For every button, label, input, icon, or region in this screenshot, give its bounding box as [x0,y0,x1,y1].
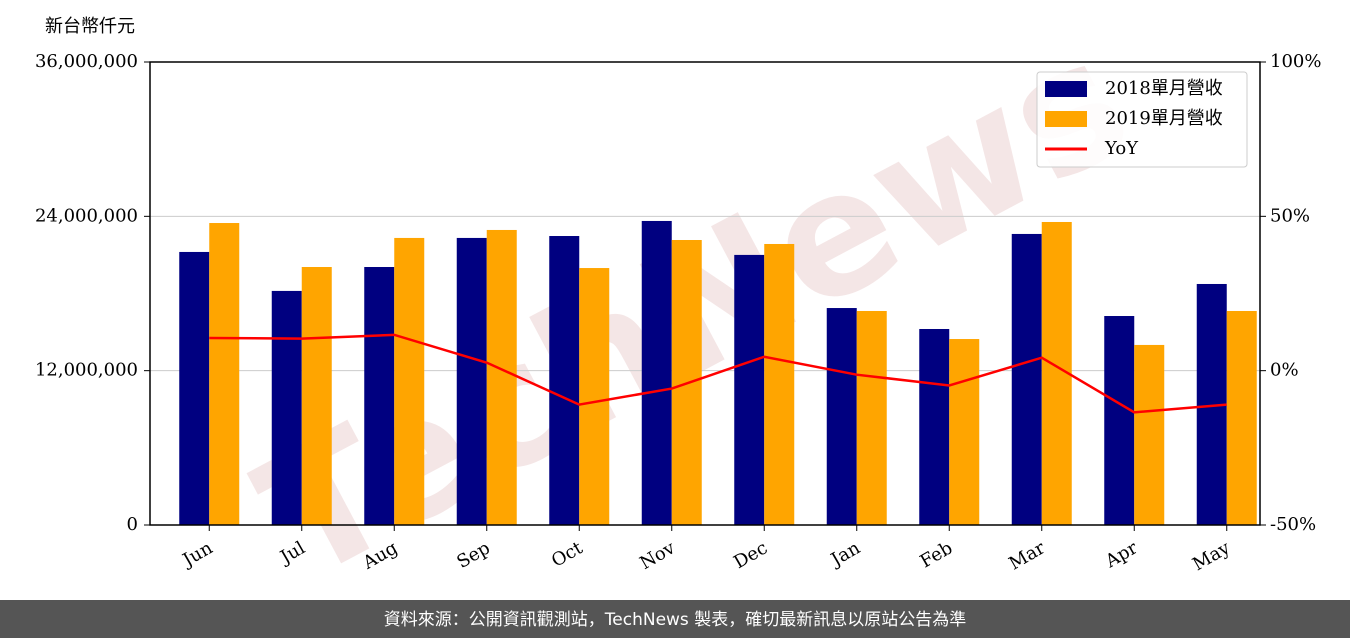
y2-tick-label: -50% [1270,514,1316,535]
bar [856,310,887,525]
x-tick-label: May [1189,537,1234,575]
legend-swatch [1045,81,1087,97]
legend-label: 2018單月營收 [1105,78,1223,99]
bar [301,267,332,525]
x-tick-label: Oct [548,537,587,572]
legend-box [1036,71,1248,168]
bar [579,268,610,525]
bar [209,223,240,525]
bar [486,229,517,525]
x-tick-label: Mar [1006,537,1050,574]
x-tick-label: Nov [636,537,679,574]
bar [271,290,302,525]
y2-tick-label: 0% [1270,360,1299,381]
footer-bar [0,600,1350,638]
bar [734,254,765,525]
bar [1104,316,1135,525]
x-tick-label: Apr [1101,537,1141,572]
bar [364,267,395,525]
y2-tick-label: 50% [1270,205,1310,226]
bar [919,328,950,525]
x-tick-label: Feb [917,537,957,572]
bar [456,237,487,525]
y2-tick-label: 100% [1270,51,1321,72]
bar [949,339,980,525]
y-tick-label: 24,000,000 [35,205,138,226]
footer-text: 資料來源：公開資訊觀測站，TechNews 製表，確切最新訊息以原站公告為準 [384,610,966,630]
bar [641,220,672,526]
bar [549,236,580,525]
y-tick-label: 12,000,000 [35,360,138,381]
y-axis-title: 新台幣仟元 [45,16,135,37]
bar [1011,233,1042,525]
legend-swatch [1045,111,1087,127]
bar [394,237,425,525]
y-tick-label: 0 [127,514,138,535]
x-tick-label: Jun [178,537,217,572]
bar [826,308,857,525]
line [209,333,1227,414]
x-tick-label: Dec [730,537,771,573]
bar [179,251,210,525]
bar [764,243,795,525]
legend-label: YoY [1104,138,1139,159]
bar [1134,344,1165,525]
bar [1226,310,1257,525]
x-tick-label: Jan [826,537,864,571]
plot-frame [149,61,1261,526]
y-tick-label: 36,000,000 [35,51,138,72]
legend-label: 2019單月營收 [1105,108,1223,129]
